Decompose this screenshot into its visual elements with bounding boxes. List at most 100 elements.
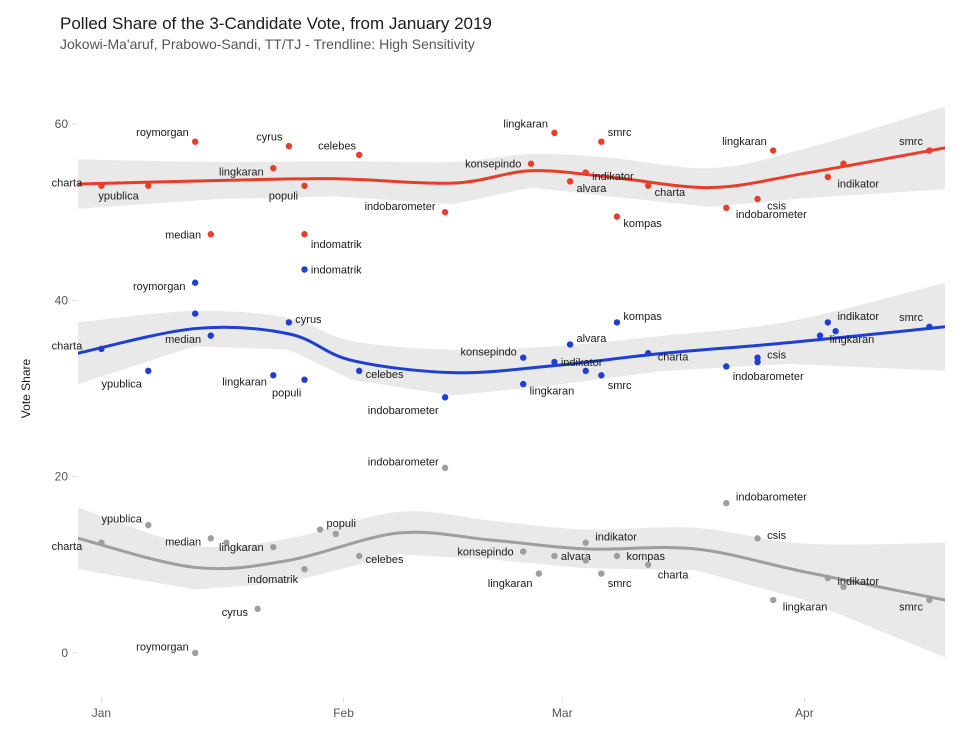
point-jokowi [567, 178, 573, 184]
point-prabowo [645, 350, 651, 356]
point-tttj [840, 584, 846, 590]
point-tttj [145, 522, 151, 528]
point-label: indikator [837, 311, 879, 323]
point-label: charta [52, 341, 83, 353]
point-prabowo [583, 368, 589, 374]
point-label: smrc [608, 380, 632, 392]
point-label: roymorgan [136, 127, 189, 139]
point-label: celebes [366, 554, 404, 566]
point-tttj [442, 465, 448, 471]
point-jokowi [551, 130, 557, 136]
point-label: smrc [608, 578, 632, 590]
point-label: smrc [899, 312, 923, 324]
point-prabowo [567, 341, 573, 347]
chart-svg: 0204060JanFebMarAprVote Sharechartaypubl… [0, 0, 965, 749]
point-label: charta [658, 351, 689, 363]
point-prabowo [356, 368, 362, 374]
point-label: roymorgan [133, 281, 186, 293]
point-label: lingkaran [219, 542, 264, 554]
point-tttj [598, 570, 604, 576]
point-prabowo [98, 346, 104, 352]
point-label: indomatrik [311, 265, 362, 277]
point-tttj [583, 557, 589, 563]
point-label: indobarometer [368, 405, 439, 417]
point-label: charta [52, 541, 83, 553]
point-tttj [536, 570, 542, 576]
point-prabowo [192, 310, 198, 316]
x-tick-label: Apr [795, 706, 814, 720]
point-label: indikator [592, 171, 634, 183]
point-label: roymorgan [136, 642, 189, 654]
point-prabowo [614, 319, 620, 325]
point-jokowi [598, 139, 604, 145]
point-jokowi [356, 152, 362, 158]
x-tick-label: Mar [552, 706, 573, 720]
point-label: indobarometer [365, 201, 436, 213]
point-tttj [723, 500, 729, 506]
point-label: smrc [899, 136, 923, 148]
point-prabowo [817, 332, 823, 338]
point-tttj [270, 544, 276, 550]
point-prabowo [286, 319, 292, 325]
point-label: smrc [899, 601, 923, 613]
point-label: kompas [623, 311, 662, 323]
point-label: indomatrik [311, 239, 362, 251]
point-label: charta [658, 569, 689, 581]
point-label: lingkaran [219, 166, 264, 178]
point-tttj [317, 526, 323, 532]
point-tttj [825, 575, 831, 581]
point-label: indomatrik [247, 574, 298, 586]
point-tttj [356, 553, 362, 559]
point-tttj [551, 553, 557, 559]
point-label: indobarometer [368, 456, 439, 468]
point-tttj [301, 566, 307, 572]
point-jokowi [145, 183, 151, 189]
point-jokowi [754, 196, 760, 202]
point-jokowi [528, 161, 534, 167]
y-axis-label: Vote Share [19, 358, 33, 418]
point-label: median [165, 334, 201, 346]
point-prabowo [825, 319, 831, 325]
point-tttj [614, 553, 620, 559]
point-label: populi [327, 518, 356, 530]
x-tick-label: Feb [333, 706, 354, 720]
point-jokowi [442, 209, 448, 215]
point-prabowo [520, 354, 526, 360]
point-jokowi [98, 183, 104, 189]
point-label: lingkaran [530, 385, 575, 397]
y-tick-label: 60 [55, 117, 69, 131]
point-label: lingkaran [222, 377, 267, 389]
point-label: alvara [576, 183, 607, 195]
point-jokowi [286, 143, 292, 149]
point-label: konsepindo [465, 159, 521, 171]
point-tttj [926, 597, 932, 603]
point-jokowi [840, 161, 846, 167]
point-prabowo [192, 280, 198, 286]
point-jokowi [825, 174, 831, 180]
point-label: lingkaran [783, 601, 828, 613]
y-tick-label: 40 [55, 293, 69, 307]
y-tick-label: 0 [61, 646, 68, 660]
point-jokowi [301, 183, 307, 189]
point-label: indikator [595, 531, 637, 543]
point-tttj [520, 548, 526, 554]
point-prabowo [301, 376, 307, 382]
point-label: lingkaran [488, 578, 533, 590]
y-tick-label: 20 [55, 470, 69, 484]
point-label: cyrus [222, 607, 249, 619]
point-jokowi [770, 147, 776, 153]
point-label: indobarometer [736, 492, 807, 504]
point-label: ypublica [102, 514, 143, 526]
point-label: alvara [576, 333, 607, 345]
point-prabowo [551, 359, 557, 365]
point-tttj [98, 540, 104, 546]
point-label: ypublica [98, 190, 139, 202]
point-prabowo [301, 266, 307, 272]
point-jokowi [645, 183, 651, 189]
point-tttj [754, 535, 760, 541]
point-prabowo [926, 324, 932, 330]
point-label: csis [767, 200, 786, 212]
point-label: charta [52, 178, 83, 190]
point-tttj [645, 562, 651, 568]
point-label: ypublica [102, 379, 143, 391]
